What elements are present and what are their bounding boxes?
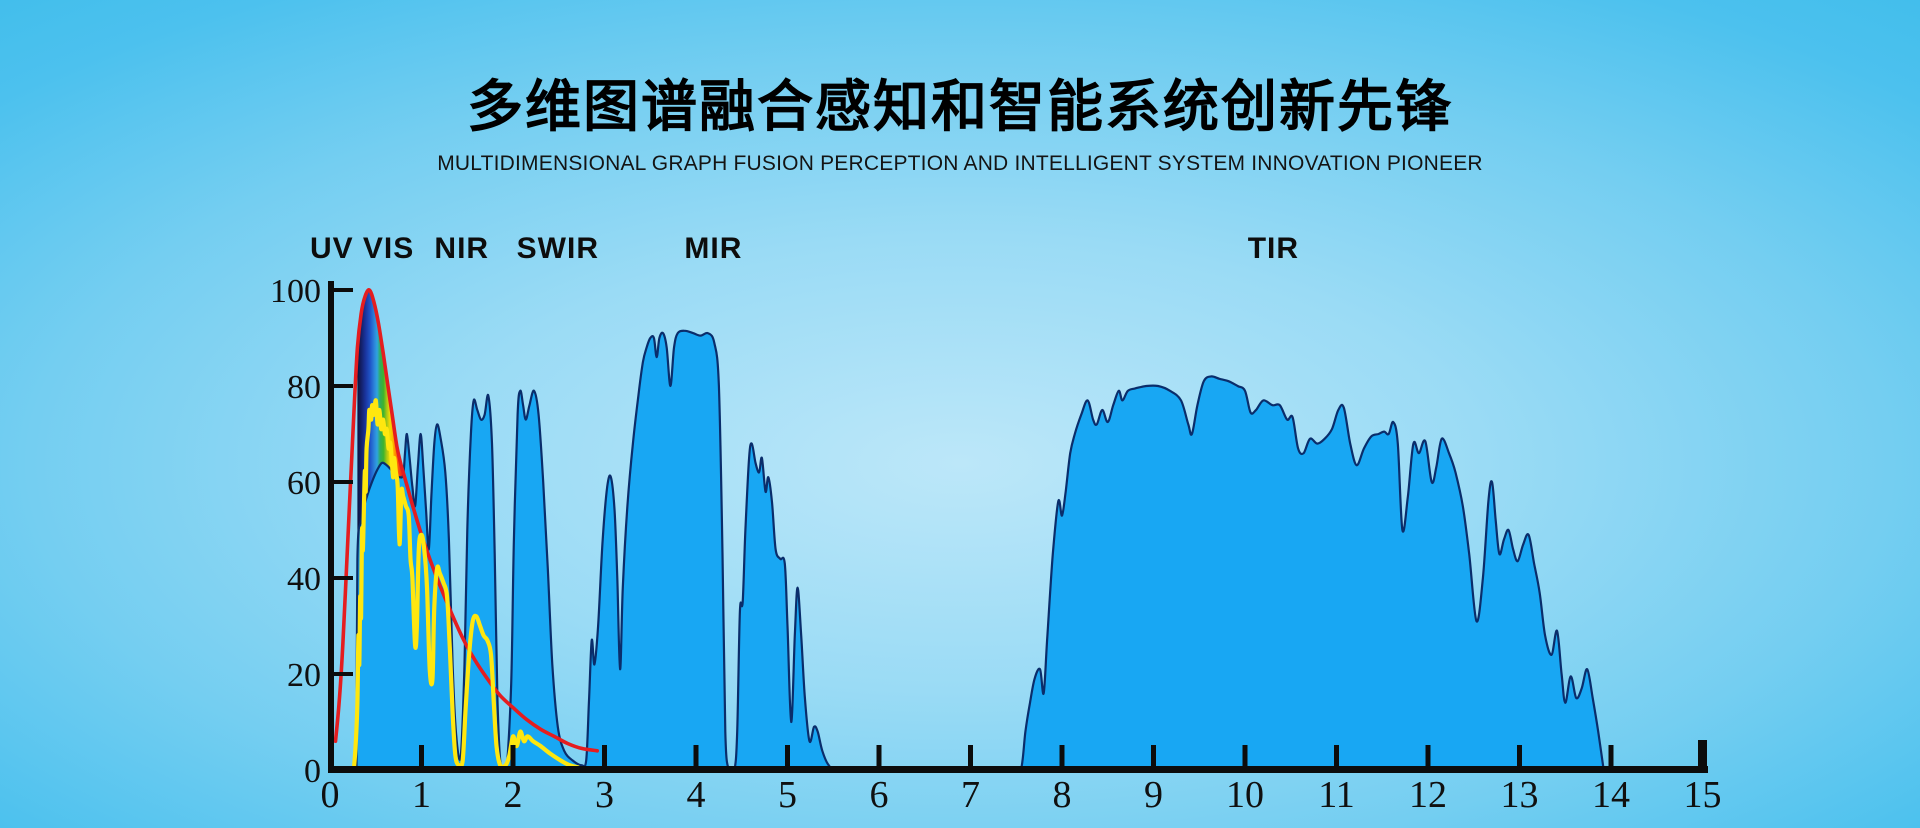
x-tick-label: 8 — [1053, 774, 1072, 816]
x-tick-label: 3 — [595, 774, 614, 816]
solar-irradiance-curve — [351, 398, 580, 771]
x-tick — [785, 745, 790, 767]
x-tick — [876, 745, 882, 767]
x-tick-label: 7 — [961, 774, 980, 816]
y-tick-label: 20 — [287, 657, 321, 694]
band-label-mir: MIR — [684, 232, 742, 265]
x-tick — [1151, 745, 1156, 767]
band-label-swir: SWIR — [517, 232, 599, 265]
x-tick — [1517, 745, 1522, 767]
x-tick — [1242, 745, 1248, 767]
page-subtitle: MULTIDIMENSIONAL GRAPH FUSION PERCEPTION… — [437, 152, 1483, 175]
x-tick-label: 15 — [1684, 774, 1722, 816]
transmission-area — [355, 329, 1605, 772]
y-tick — [334, 288, 353, 292]
x-tick — [602, 745, 607, 767]
y-tick — [334, 384, 353, 388]
x-tick-label: 12 — [1409, 774, 1447, 816]
x-tick-label: 9 — [1144, 774, 1163, 816]
x-tick — [1698, 740, 1707, 770]
x-tick-label: 2 — [504, 774, 523, 816]
x-tick-label: 10 — [1226, 774, 1264, 816]
x-tick — [1608, 745, 1614, 767]
page-title: 多维图谱融合感知和智能系统创新先锋 — [467, 75, 1453, 138]
band-label-nir: NIR — [434, 232, 489, 265]
x-tick-label: 4 — [687, 774, 706, 816]
x-tick-label: 14 — [1592, 774, 1630, 816]
x-tick-label: 6 — [870, 774, 889, 816]
x-tick-label: 1 — [412, 774, 431, 816]
y-tick-label: 0 — [304, 753, 321, 790]
x-tick-label: 11 — [1318, 774, 1355, 816]
x-tick-label: 5 — [778, 774, 797, 816]
y-tick — [334, 672, 353, 676]
y-tick-label: 80 — [287, 369, 321, 406]
x-tick-label: 0 — [321, 774, 340, 816]
band-label-uv: UV — [310, 232, 354, 265]
x-tick — [510, 745, 516, 767]
x-tick — [1334, 745, 1339, 767]
y-tick-label: 100 — [270, 273, 321, 310]
band-label-vis: VIS — [363, 232, 414, 265]
x-axis-line — [328, 766, 1708, 773]
x-tick-label: 13 — [1501, 774, 1539, 816]
y-tick — [334, 480, 353, 484]
band-label-tir: TIR — [1248, 232, 1299, 265]
y-tick-label: 40 — [287, 561, 321, 598]
x-tick — [693, 745, 699, 767]
x-tick — [968, 745, 973, 767]
x-tick — [1059, 745, 1065, 767]
x-tick — [419, 745, 424, 767]
y-tick — [334, 576, 353, 580]
blackbody-curve — [333, 288, 599, 753]
x-tick — [1425, 745, 1431, 767]
y-tick-label: 60 — [287, 465, 321, 502]
y-axis-line — [328, 281, 334, 773]
